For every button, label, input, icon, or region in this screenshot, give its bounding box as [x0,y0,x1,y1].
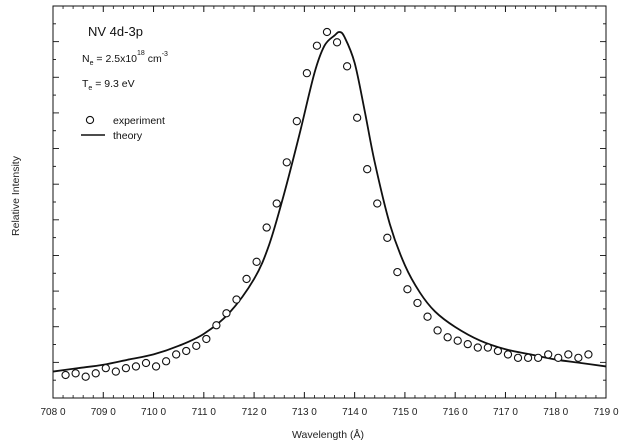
annotation-block: NV 4d-3p Ne = 2.5x1018 cm-3 Te = 9.3 eV [82,24,168,92]
experiment-point [393,267,402,277]
x-tick-label: 713 0 [292,407,317,418]
experiment-point [121,363,131,373]
experiment-point [574,353,583,362]
experiment-point [172,350,181,359]
annotation-temperature: Te = 9.3 eV [82,78,135,92]
experiment-point [423,312,432,321]
theory-series [52,31,607,373]
experiment-point [131,362,141,371]
experiment-point [232,295,241,304]
experiment-point [151,362,161,371]
experiment-point [262,223,271,232]
y-axis-label: Relative Intensity [10,155,22,236]
experiment-point [141,358,151,368]
legend-experiment-label: experiment [113,115,165,127]
x-tick-label: 712 0 [242,407,267,418]
experiment-point [182,346,191,356]
experiment-point [81,372,90,381]
x-tick-label: 709 0 [91,407,116,418]
experiment-point [363,165,372,174]
experiment-point [483,343,493,352]
experiment-point [252,257,261,266]
x-tick-label: 716 0 [443,407,468,418]
experiment-point [212,321,221,330]
x-tick-label: 714 0 [342,407,367,418]
experiment-point [433,326,442,335]
experiment-point [322,27,332,37]
experiment-series [61,27,593,381]
experiment-point [453,336,462,345]
experiment-point [564,350,573,359]
x-tick-label: 711 0 [192,407,217,418]
experiment-point [513,353,523,362]
experiment-point [312,41,322,50]
annotation-density: Ne = 2.5x1018 cm-3 [82,50,168,67]
experiment-point [403,285,412,294]
experiment-point [413,298,422,308]
experiment-point [533,353,543,362]
experiment-point [282,158,291,167]
legend: experiment theory [81,115,165,142]
legend-experiment-marker [85,115,95,125]
theory-line [52,31,607,373]
experiment-point [373,199,382,208]
experiment-point [342,62,352,71]
experiment-point [443,333,452,342]
experiment-point [503,350,513,359]
experiment-point [584,350,593,359]
experiment-point [554,353,563,362]
experiment-point [473,343,482,352]
experiment-point [493,346,503,356]
annotation-title: NV 4d-3p [88,24,143,39]
experiment-point [544,350,553,359]
experiment-point [111,367,120,376]
experiment-point [302,69,312,78]
experiment-point [352,113,362,122]
experiment-point [383,233,392,242]
experiment-point [292,117,301,126]
experiment-point [71,369,80,378]
x-tick-label: 719 0 [593,407,618,418]
experiment-point [61,370,70,380]
experiment-point [91,369,100,378]
experiment-point [101,363,110,373]
x-tick-label: 710 0 [141,407,166,418]
experiment-point [192,341,201,350]
experiment-point [242,274,251,284]
experiment-point [161,357,171,366]
experiment-point [523,353,533,362]
x-tick-label: 715 0 [392,407,417,418]
x-tick-label: 718 0 [543,407,568,418]
y-axis-ticks [53,5,606,399]
x-axis-ticks: 708 0 709 0 710 0 711 0 712 0 713 0 714 0 715 0… [40,6,619,418]
x-tick-label: 717 0 [493,407,518,418]
legend-theory-label: theory [113,130,143,142]
experiment-point [222,309,231,318]
x-axis-label: Wavelength (Å) [292,428,364,441]
experiment-point [272,199,281,208]
x-tick-label: 708 0 [40,407,65,418]
experiment-point [463,339,472,349]
experiment-point [202,334,211,344]
experiment-point [332,38,342,47]
